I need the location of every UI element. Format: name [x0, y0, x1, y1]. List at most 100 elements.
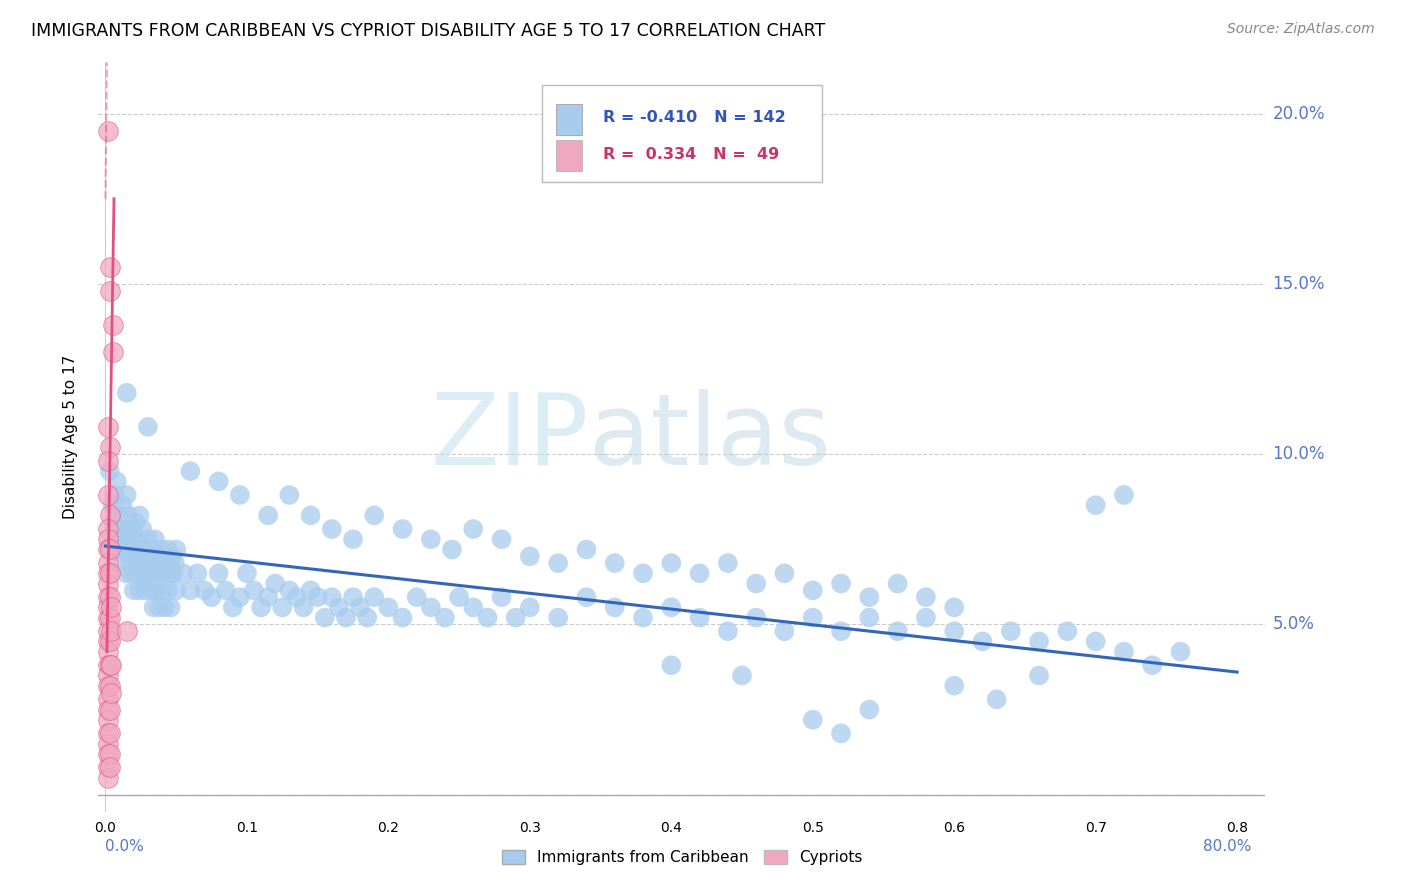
Point — [830, 726, 852, 740]
Point — [208, 475, 231, 489]
Point — [156, 583, 179, 598]
Point — [162, 566, 184, 581]
Point — [121, 522, 143, 536]
Point — [139, 566, 162, 581]
Point — [463, 522, 485, 536]
Point — [689, 610, 711, 624]
Point — [97, 624, 120, 639]
Point — [104, 488, 127, 502]
Point — [200, 590, 222, 604]
Point — [156, 542, 179, 557]
Text: ZIP: ZIP — [430, 389, 589, 485]
Point — [97, 692, 120, 706]
Point — [745, 610, 768, 624]
Point — [391, 522, 413, 536]
Point — [98, 634, 121, 648]
Point — [122, 542, 145, 557]
Point — [1170, 645, 1192, 659]
Point — [165, 583, 187, 598]
Point — [98, 658, 121, 673]
Point — [117, 508, 139, 523]
Point — [98, 590, 121, 604]
Point — [142, 556, 165, 570]
Point — [299, 508, 322, 523]
Point — [363, 508, 385, 523]
Point — [114, 566, 136, 581]
Point — [1084, 634, 1107, 648]
Point — [659, 658, 682, 673]
Point — [236, 566, 259, 581]
Point — [115, 624, 138, 639]
Point — [858, 702, 880, 716]
Point — [193, 583, 215, 598]
Point — [271, 600, 294, 615]
Point — [463, 600, 485, 615]
Point — [100, 624, 122, 639]
Point — [97, 590, 120, 604]
Point — [115, 488, 138, 502]
Point — [97, 771, 120, 785]
Point — [575, 542, 598, 557]
Point — [575, 590, 598, 604]
Point — [132, 566, 155, 581]
Point — [328, 600, 350, 615]
Point — [148, 556, 170, 570]
Point — [773, 566, 796, 581]
Point — [97, 658, 120, 673]
FancyBboxPatch shape — [555, 103, 582, 135]
Point — [886, 624, 908, 639]
Point — [148, 600, 170, 615]
Point — [97, 713, 120, 727]
Point — [115, 385, 138, 400]
Point — [731, 668, 754, 682]
Point — [250, 600, 273, 615]
Point — [264, 576, 287, 591]
Point — [97, 702, 120, 716]
Point — [1000, 624, 1022, 639]
Point — [108, 508, 131, 523]
Point — [136, 566, 159, 581]
Point — [1028, 634, 1050, 648]
Point — [377, 600, 399, 615]
Point — [321, 590, 343, 604]
Point — [1142, 658, 1164, 673]
Point — [97, 600, 120, 615]
Point — [801, 610, 824, 624]
Text: 15.0%: 15.0% — [1272, 275, 1324, 293]
Point — [717, 556, 740, 570]
Point — [145, 549, 167, 564]
Point — [257, 508, 280, 523]
Point — [97, 533, 120, 547]
Point — [101, 498, 124, 512]
Point — [125, 566, 148, 581]
Point — [97, 668, 120, 682]
Point — [127, 533, 149, 547]
Point — [110, 533, 132, 547]
Point — [112, 522, 135, 536]
Point — [97, 645, 120, 659]
Point — [107, 522, 129, 536]
Point — [142, 600, 165, 615]
Point — [136, 420, 159, 434]
Point — [972, 634, 994, 648]
Text: 5.0%: 5.0% — [1272, 615, 1315, 633]
Point — [98, 542, 121, 557]
Point — [97, 726, 120, 740]
Point — [547, 556, 569, 570]
Point — [186, 566, 208, 581]
Point — [97, 522, 120, 536]
Point — [943, 624, 966, 639]
Point — [830, 624, 852, 639]
Point — [98, 610, 121, 624]
Point — [131, 522, 153, 536]
Point — [98, 508, 121, 523]
Point — [143, 533, 166, 547]
Point — [97, 488, 120, 502]
Point — [145, 583, 167, 598]
Point — [97, 556, 120, 570]
Point — [98, 760, 121, 774]
Legend: Immigrants from Caribbean, Cypriots: Immigrants from Caribbean, Cypriots — [495, 844, 869, 871]
Point — [103, 515, 125, 529]
Point — [349, 600, 371, 615]
Point — [547, 610, 569, 624]
